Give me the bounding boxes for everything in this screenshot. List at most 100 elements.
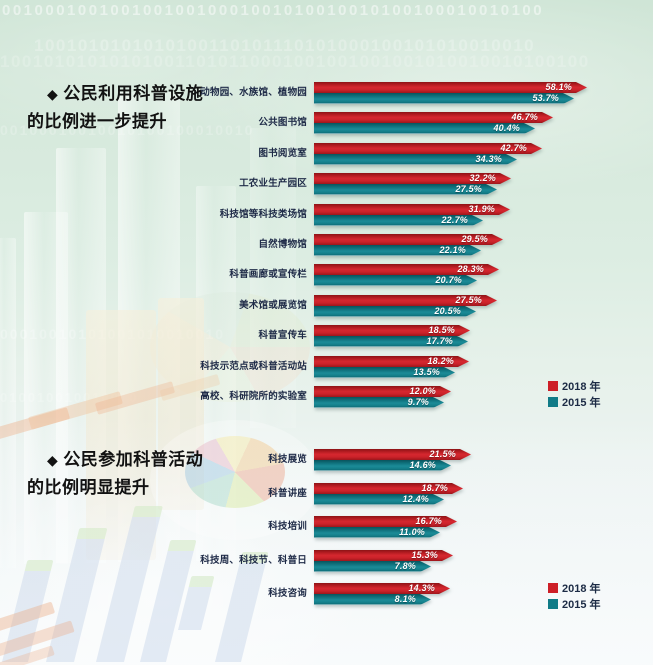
bar-pair: 31.9% 22.7% [314, 204, 510, 226]
value-label: 7.8% [394, 561, 416, 571]
legend-label-2018: 2018 年 [562, 380, 601, 393]
value-label: 42.7% [500, 143, 527, 153]
bar-2015: 13.5% [314, 367, 455, 378]
value-label: 20.5% [434, 306, 461, 316]
section-heading-facilities: ◆ 公民利用科普设施 的比例进一步提升 [27, 80, 237, 136]
category-label: 工农业生产园区 [239, 178, 307, 189]
category-label: 科普宣传车 [258, 330, 307, 341]
diamond-bullet-icon: ◆ [47, 86, 59, 102]
bar-2015: 12.4% [314, 494, 444, 505]
value-label: 20.7% [435, 275, 462, 285]
category-label: 高校、科研院所的实验室 [200, 391, 307, 402]
heading-line-2: 的比例进一步提升 [27, 112, 167, 131]
section-heading-activities: ◆ 公民参加科普活动 的比例明显提升 [27, 446, 237, 502]
category-label: 科技咨询 [268, 588, 307, 599]
chart-row: 图书阅览室 42.7% 34.3% [0, 143, 653, 165]
heading-text: 公民利用科普设施 [63, 84, 204, 103]
heading-line-1: ◆ 公民利用科普设施 [27, 80, 237, 108]
legend-swatch-2018 [548, 582, 558, 593]
category-label: 科技馆等科技类场馆 [219, 209, 307, 220]
category-label: 科技周、科技节、科普日 [200, 555, 307, 566]
value-label: 21.5% [429, 449, 456, 459]
category-label: 自然博物馆 [258, 239, 307, 250]
value-label: 22.7% [441, 215, 468, 225]
chart-row: 科技周、科技节、科普日 15.3% 7.8% [0, 550, 653, 572]
value-label: 27.5% [455, 184, 482, 194]
bar-pair: 28.3% 20.7% [314, 264, 499, 286]
chart-row: 科技培训 16.7% 11.0% [0, 516, 653, 538]
value-label: 29.5% [461, 234, 488, 244]
bar-2015: 7.8% [314, 561, 431, 572]
bar-2015: 11.0% [314, 527, 440, 538]
chart-row: 动物园、水族馆、植物园 58.1% 53.7% [0, 82, 653, 104]
bar-2018: 29.5% [314, 234, 503, 245]
bar-pair: 27.5% 20.5% [314, 295, 497, 317]
bar-2015: 8.1% [314, 594, 431, 605]
bar-2015: 27.5% [314, 184, 497, 195]
bar-pair: 21.5% 14.6% [314, 449, 471, 471]
legend-facilities: 2018 年 2015 年 [548, 379, 648, 411]
bar-2018: 12.0% [314, 386, 451, 397]
legend-label-2015: 2015 年 [562, 396, 601, 409]
bar-2015: 53.7% [314, 93, 574, 104]
heading-line-2: 的比例明显提升 [27, 478, 150, 497]
bar-2018: 58.1% [314, 82, 587, 93]
bar-2018: 14.3% [314, 583, 450, 594]
legend-item-2015: 2015 年 [548, 597, 648, 611]
bar-pair: 42.7% 34.3% [314, 143, 542, 165]
value-label: 46.7% [511, 112, 538, 122]
value-label: 31.9% [468, 204, 495, 214]
legend-label-2015: 2015 年 [562, 598, 601, 611]
value-label: 12.4% [402, 494, 429, 504]
chart-row: 公共图书馆 46.7% 40.4% [0, 112, 653, 134]
bar-2015: 22.1% [314, 245, 481, 256]
bar-pair: 15.3% 7.8% [314, 550, 453, 572]
heading-line-1: ◆ 公民参加科普活动 [27, 446, 237, 474]
value-label: 40.4% [493, 123, 520, 133]
category-label: 美术馆或展览馆 [239, 300, 307, 311]
bar-2018: 15.3% [314, 550, 453, 561]
bar-2015: 20.7% [314, 275, 477, 286]
bar-2015: 17.7% [314, 336, 468, 347]
legend-swatch-2015 [548, 396, 558, 407]
bar-2018: 16.7% [314, 516, 457, 527]
binary-digits-row: 0010001001001001001000100101001001010010… [2, 2, 545, 19]
chart-row: 科技示范点或科普活动站 18.2% 13.5% [0, 356, 653, 378]
bar-pair: 46.7% 40.4% [314, 112, 553, 134]
value-label: 16.7% [415, 516, 442, 526]
category-label: 科普讲座 [268, 488, 307, 499]
bar-pair: 18.2% 13.5% [314, 356, 469, 378]
heading-text: 公民参加科普活动 [63, 450, 204, 469]
category-label: 动物园、水族馆、植物园 [200, 87, 307, 98]
value-label: 53.7% [532, 93, 559, 103]
bar-2018: 31.9% [314, 204, 510, 215]
value-label: 14.3% [408, 583, 435, 593]
bar-pair: 18.7% 12.4% [314, 483, 463, 505]
bar-pair: 29.5% 22.1% [314, 234, 503, 256]
value-label: 58.1% [545, 82, 572, 92]
binary-digits-row: 1001010101010100110101110101000100101010… [34, 36, 536, 55]
value-label: 8.1% [394, 594, 416, 604]
bar-2018: 46.7% [314, 112, 553, 123]
bar-2018: 18.7% [314, 483, 463, 494]
bar-2018: 18.5% [314, 325, 470, 336]
bar-pair: 16.7% 11.0% [314, 516, 457, 538]
category-label: 科技展览 [268, 454, 307, 465]
legend-swatch-2015 [548, 598, 558, 609]
chart-row: 科技馆等科技类场馆 31.9% 22.7% [0, 204, 653, 226]
bar-pair: 32.2% 27.5% [314, 173, 511, 195]
bar-2015: 22.7% [314, 215, 483, 226]
value-label: 27.5% [455, 295, 482, 305]
value-label: 15.3% [411, 550, 438, 560]
legend-activities: 2018 年 2015 年 [548, 581, 648, 613]
value-label: 28.3% [457, 264, 484, 274]
bar-2018: 27.5% [314, 295, 497, 306]
bar-pair: 12.0% 9.7% [314, 386, 451, 408]
bar-2018: 42.7% [314, 143, 542, 154]
binary-digits-row: 1001010101010100110101100010010010010010… [0, 52, 590, 71]
chart-row: 科普宣传车 18.5% 17.7% [0, 325, 653, 347]
legend-item-2015: 2015 年 [548, 395, 648, 409]
value-label: 14.6% [409, 460, 436, 470]
category-label: 公共图书馆 [258, 117, 307, 128]
bar-pair: 58.1% 53.7% [314, 82, 587, 104]
